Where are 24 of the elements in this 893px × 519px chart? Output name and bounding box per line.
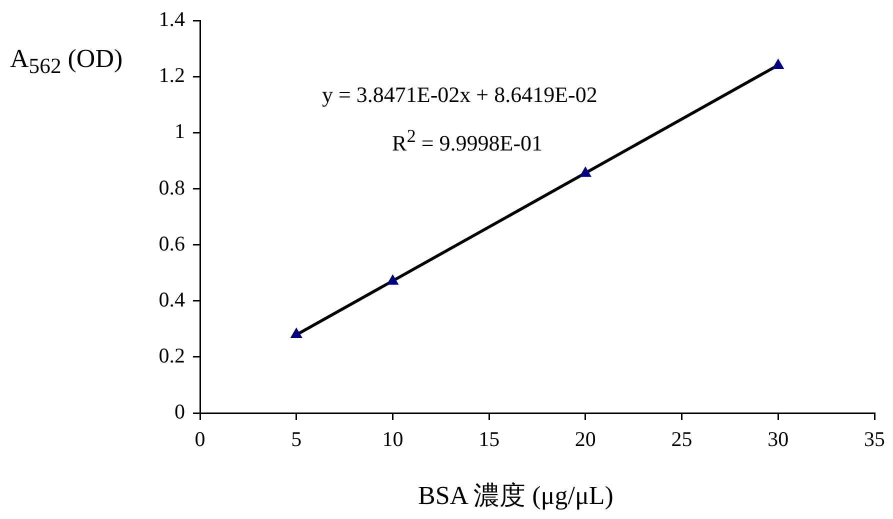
- x-tick-label: 35: [864, 427, 885, 452]
- y-tick-label: 0.8: [158, 175, 185, 200]
- x-axis-title: BSA 濃度 (μg/μL): [418, 480, 614, 512]
- y-tick-label: 0: [174, 400, 185, 424]
- point: [387, 274, 398, 285]
- y-tick-label: 1.2: [158, 63, 185, 88]
- y-axis-title: A$_{562}$ (OD): [10, 44, 123, 80]
- point: [290, 328, 302, 338]
- point: [580, 166, 592, 177]
- y-tick-label: 0.4: [158, 287, 186, 312]
- x-tick-label: 15: [478, 427, 500, 452]
- y-tick-label: 0.6: [158, 231, 185, 256]
- annotation: y = 3.8471E-02x + 8.6419E-02: [322, 82, 598, 108]
- x-tick-label: 20: [574, 427, 596, 452]
- y-tick-label: 0.2: [158, 343, 185, 368]
- x-tick-label: 5: [291, 427, 302, 452]
- x-tick-label: 10: [382, 427, 404, 452]
- x-tick-label: 0: [194, 427, 206, 452]
- y-tick-label: 1.4: [158, 7, 186, 32]
- y-tick-label: 1: [174, 119, 185, 144]
- x-tick-label: 30: [768, 427, 789, 452]
- annotation: R$^{2}$ = 9.9998E-01: [392, 126, 543, 156]
- point: [772, 58, 784, 69]
- x-tick-label: 25: [671, 427, 692, 452]
